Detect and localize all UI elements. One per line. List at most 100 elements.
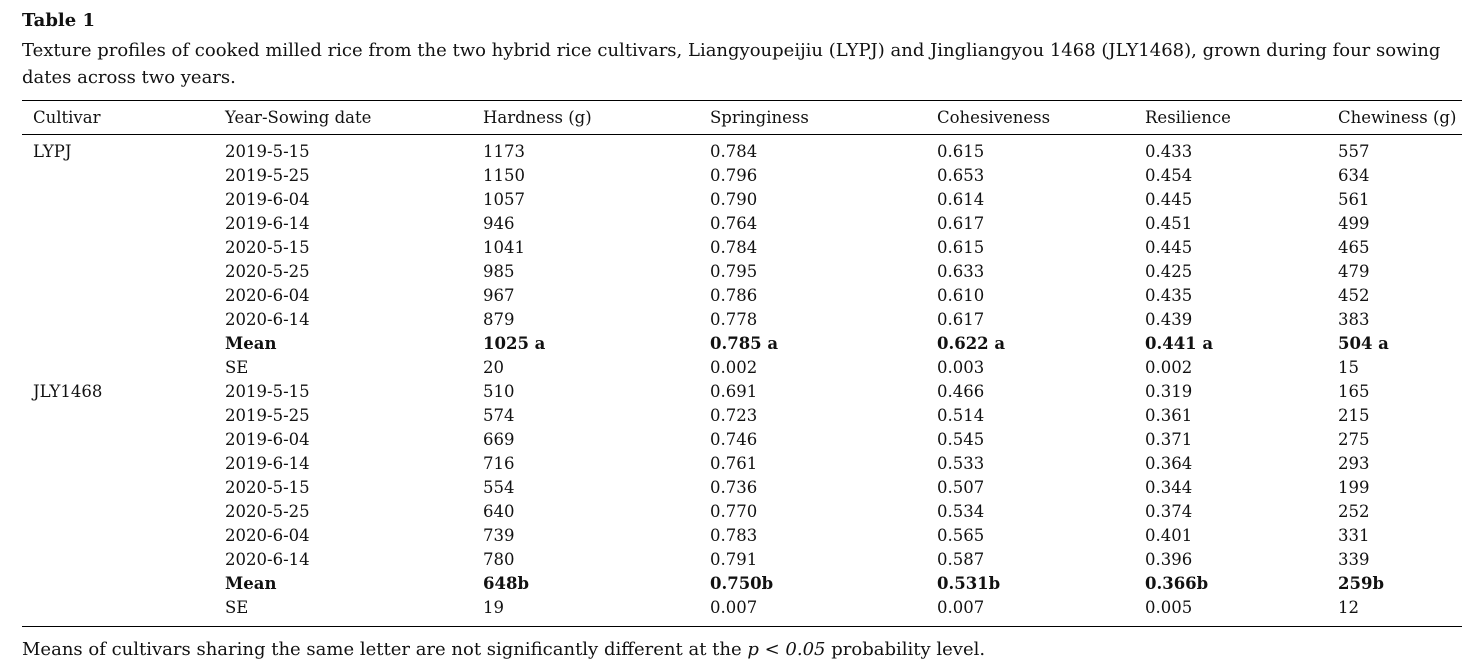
cell-chewiness: 465 [1338, 238, 1370, 257]
table-row: 2020-6-14 780 0.791 0.587 0.396 339 [22, 548, 1462, 572]
cell-cohesiveness: 0.617 [937, 310, 985, 329]
cell-cultivar [22, 428, 225, 452]
table-row: 2019-6-14 946 0.764 0.617 0.451 499 [22, 212, 1462, 236]
table-row: 2020-6-14 879 0.778 0.617 0.439 383 [22, 308, 1462, 332]
cell-hardness: 669 [483, 430, 515, 449]
cell-year-sowing-date: 2020-5-15 [225, 478, 310, 497]
cell-year-sowing-date: 2020-6-14 [225, 550, 310, 569]
cell-cultivar [22, 596, 225, 627]
footnote-pvalue: p < 0.05 [747, 639, 826, 660]
table-row: 2020-5-25 640 0.770 0.534 0.374 252 [22, 500, 1462, 524]
cell-chewiness: 15 [1338, 358, 1359, 377]
cell-chewiness: 199 [1338, 478, 1370, 497]
cell-hardness: 640 [483, 502, 515, 521]
cell-springiness: 0.783 [710, 526, 758, 545]
column-header-hardness: Hardness (g) [483, 108, 592, 127]
cell-resilience: 0.002 [1145, 358, 1193, 377]
cell-cultivar [22, 500, 225, 524]
cell-resilience: 0.371 [1145, 430, 1193, 449]
cell-resilience: 0.425 [1145, 262, 1193, 281]
table-footnote: Means of cultivars sharing the same lett… [22, 637, 1462, 663]
cell-year-sowing-date: 2020-5-25 [225, 502, 310, 521]
cell-chewiness: 557 [1338, 142, 1370, 161]
cell-resilience: 0.005 [1145, 598, 1193, 617]
cell-year-sowing-date: 2020-6-04 [225, 286, 310, 305]
table-row: 2019-6-14 716 0.761 0.533 0.364 293 [22, 452, 1462, 476]
cell-cohesiveness: 0.531b [937, 574, 1001, 593]
cell-hardness: 780 [483, 550, 515, 569]
cell-cultivar [22, 284, 225, 308]
cell-year-sowing-date: Mean [225, 574, 277, 593]
cell-cohesiveness: 0.653 [937, 166, 985, 185]
cell-year-sowing-date: 2019-5-25 [225, 166, 310, 185]
cell-springiness: 0.791 [710, 550, 758, 569]
table-row: 2019-6-04 669 0.746 0.545 0.371 275 [22, 428, 1462, 452]
cell-hardness: 967 [483, 286, 515, 305]
cell-resilience: 0.433 [1145, 142, 1193, 161]
cell-resilience: 0.364 [1145, 454, 1193, 473]
table-row: 2020-6-04 967 0.786 0.610 0.435 452 [22, 284, 1462, 308]
cell-hardness: 946 [483, 214, 515, 233]
cell-resilience: 0.451 [1145, 214, 1193, 233]
cell-cultivar [22, 212, 225, 236]
cell-springiness: 0.796 [710, 166, 758, 185]
table-row: JLY1468 2019-5-15 510 0.691 0.466 0.319 165 [22, 380, 1462, 404]
cell-hardness: 879 [483, 310, 515, 329]
cell-year-sowing-date: 2019-5-15 [225, 382, 310, 401]
cell-cohesiveness: 0.507 [937, 478, 985, 497]
cell-cohesiveness: 0.534 [937, 502, 985, 521]
cell-springiness: 0.691 [710, 382, 758, 401]
table-title: Table 1 [22, 10, 96, 31]
footnote-suffix: probability level. [825, 639, 986, 660]
cell-cohesiveness: 0.565 [937, 526, 985, 545]
cell-springiness: 0.746 [710, 430, 758, 449]
cell-chewiness: 499 [1338, 214, 1370, 233]
cell-resilience: 0.401 [1145, 526, 1193, 545]
cell-cultivar [22, 356, 225, 380]
cell-resilience: 0.445 [1145, 190, 1193, 209]
cell-springiness: 0.761 [710, 454, 758, 473]
header-row: Cultivar Year-Sowing date Hardness (g) Spri… [22, 101, 1462, 135]
cell-resilience: 0.366b [1145, 574, 1209, 593]
cell-year-sowing-date: 2019-5-25 [225, 406, 310, 425]
footnote-prefix: Means of cultivars sharing the same lett… [22, 639, 748, 660]
cell-springiness: 0.784 [710, 238, 758, 257]
cell-springiness: 0.750b [710, 574, 774, 593]
cell-hardness: 1041 [483, 238, 525, 257]
cell-springiness: 0.764 [710, 214, 758, 233]
cell-cohesiveness: 0.622 a [937, 334, 1006, 353]
cell-cultivar [22, 404, 225, 428]
cell-year-sowing-date: 2020-5-15 [225, 238, 310, 257]
cell-hardness: 1025 a [483, 334, 546, 353]
column-header-cultivar: Cultivar [33, 108, 101, 127]
table-row: Mean 648b 0.750b 0.531b 0.366b 259b [22, 572, 1462, 596]
cell-chewiness: 339 [1338, 550, 1370, 569]
cell-resilience: 0.454 [1145, 166, 1193, 185]
cell-cohesiveness: 0.466 [937, 382, 985, 401]
cell-cultivar [22, 476, 225, 500]
cell-resilience: 0.396 [1145, 550, 1193, 569]
cell-year-sowing-date: 2019-6-14 [225, 214, 310, 233]
cell-chewiness: 259b [1338, 574, 1384, 593]
cell-cultivar [22, 260, 225, 284]
cell-resilience: 0.435 [1145, 286, 1193, 305]
cell-year-sowing-date: SE [225, 598, 249, 617]
table-row: 2019-5-25 1150 0.796 0.653 0.454 634 [22, 164, 1462, 188]
cell-cohesiveness: 0.615 [937, 238, 985, 257]
cell-springiness: 0.786 [710, 286, 758, 305]
cell-chewiness: 383 [1338, 310, 1370, 329]
cell-springiness: 0.002 [710, 358, 758, 377]
cell-year-sowing-date: 2020-6-14 [225, 310, 310, 329]
cell-chewiness: 634 [1338, 166, 1370, 185]
cell-year-sowing-date: 2020-5-25 [225, 262, 310, 281]
cell-resilience: 0.319 [1145, 382, 1193, 401]
cell-year-sowing-date: 2019-6-04 [225, 430, 310, 449]
cell-chewiness: 561 [1338, 190, 1370, 209]
cell-resilience: 0.441 a [1145, 334, 1214, 353]
cell-hardness: 1173 [483, 142, 525, 161]
cell-cultivar [22, 308, 225, 332]
cell-chewiness: 275 [1338, 430, 1370, 449]
table-row: 2020-6-04 739 0.783 0.565 0.401 331 [22, 524, 1462, 548]
table-caption: Texture profiles of cooked milled rice f… [22, 40, 1441, 88]
